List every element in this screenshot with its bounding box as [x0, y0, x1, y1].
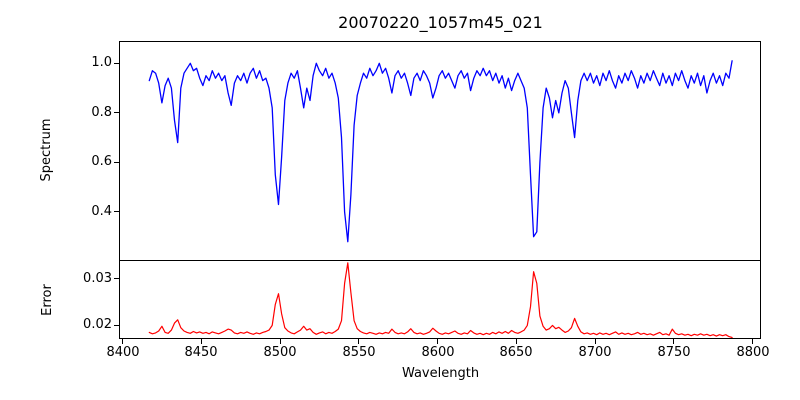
x-tickmark — [516, 339, 517, 344]
x-tickmark — [673, 339, 674, 344]
x-tickmark — [358, 339, 359, 344]
x-tickmark — [201, 339, 202, 344]
spectrum-y-tick-label: 1.0 — [91, 55, 112, 70]
spectrum-y-tickmark — [114, 63, 119, 64]
error-y-tickmark — [114, 325, 119, 326]
error-y-axis-label: Error — [40, 284, 55, 316]
x-tickmark — [437, 339, 438, 344]
x-tick-label: 8700 — [578, 345, 612, 360]
x-tick-label: 8600 — [421, 345, 455, 360]
spectrum-plot-svg — [148, 60, 733, 243]
x-tickmark — [752, 339, 753, 344]
spectrum-y-tickmark — [114, 211, 119, 212]
error-y-tickmark — [114, 278, 119, 279]
x-tick-label: 8800 — [736, 345, 770, 360]
x-tick-label: 8650 — [499, 345, 533, 360]
error-series-line — [148, 262, 733, 338]
x-tickmark — [122, 339, 123, 344]
spectrum-y-tick-label: 0.8 — [91, 105, 112, 120]
chart-title: 20070220_1057m45_021 — [338, 13, 543, 32]
spectrum-panel — [119, 41, 761, 261]
x-axis-label: Wavelength — [401, 366, 480, 381]
spectrum-y-tick-label: 0.6 — [91, 154, 112, 169]
error-y-tick-label: 0.03 — [83, 271, 112, 286]
x-tick-label: 8400 — [106, 345, 140, 360]
error-panel — [119, 261, 761, 339]
spectrum-y-tickmark — [114, 162, 119, 163]
x-tick-label: 8500 — [263, 345, 297, 360]
x-tick-label: 8450 — [184, 345, 218, 360]
spectrum-y-tickmark — [114, 112, 119, 113]
spectrum-y-axis-label: Spectrum — [39, 118, 54, 182]
error-plot-svg — [148, 262, 733, 338]
x-tick-label: 8750 — [657, 345, 691, 360]
x-tickmark — [280, 339, 281, 344]
spectrum-y-tick-label: 0.4 — [91, 204, 112, 219]
x-tickmark — [595, 339, 596, 344]
spectrum-series-line — [148, 60, 733, 243]
x-tick-label: 8550 — [342, 345, 376, 360]
error-y-tick-label: 0.02 — [83, 317, 112, 332]
